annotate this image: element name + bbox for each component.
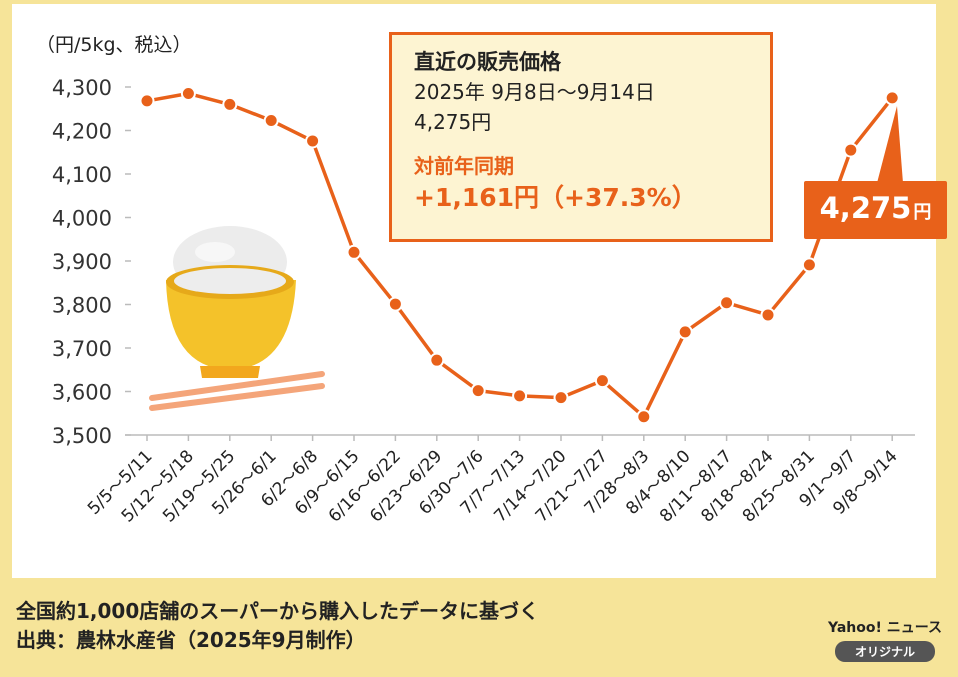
- data-point: [594, 373, 610, 389]
- y-tick-label: 3,500: [52, 424, 112, 448]
- x-axis: 5/5～5/115/12～5/185/19～5/255/26～6/16/2～6/…: [84, 434, 915, 527]
- data-point: [760, 307, 776, 323]
- data-point: [180, 86, 196, 102]
- data-point: [429, 352, 445, 368]
- callout-price: 4,275円: [414, 110, 492, 134]
- y-axis: 4,300 4,200 4,100 4,000 3,900 3,800 3,700 3,600…: [52, 76, 131, 448]
- y-tick-label: 3,900: [52, 250, 112, 274]
- latest-badge-pointer: [877, 106, 903, 183]
- rice-bowl-with-chopsticks-icon: [149, 226, 325, 411]
- line-chart: （円/5kg、税込） 4,300 4,200 4,100 4,000 3,900 3,80…: [36, 34, 915, 527]
- data-point: [636, 409, 652, 425]
- brand-logo: Yahoo! ニュース オリジナル: [826, 617, 944, 662]
- data-point: [305, 133, 321, 149]
- y-tick-label: 4,100: [52, 163, 112, 187]
- data-point: [553, 390, 569, 406]
- data-point: [801, 257, 817, 273]
- latest-price-callout: 直近の販売価格 2025年 9月8日～9月14日 4,275円 対前年同期 +1…: [389, 32, 773, 242]
- data-point: [387, 296, 403, 312]
- callout-yoy-value: +1,161円（+37.3%）: [414, 183, 697, 212]
- y-tick-label: 4,000: [52, 207, 112, 231]
- price-series: [139, 86, 900, 425]
- latest-price-badge: 4,275 円: [804, 181, 947, 239]
- callout-period: 2025年 9月8日～9月14日: [414, 80, 655, 104]
- data-point: [719, 295, 735, 311]
- callout-title: 直近の販売価格: [414, 50, 561, 74]
- yahoo-news-logo: Yahoo! ニュース: [827, 620, 943, 636]
- chart-footer: 全国約1,000店舗のスーパーから購入したデータに基づく 出典：農林水産省（20…: [16, 597, 539, 655]
- data-point: [346, 244, 362, 260]
- source-note: 出典：農林水産省（2025年9月制作）: [16, 628, 366, 652]
- latest-price-value: 4,275: [819, 191, 912, 225]
- y-tick-label: 3,600: [52, 381, 112, 405]
- data-point: [139, 93, 155, 109]
- data-point: [884, 90, 900, 106]
- original-tag: オリジナル: [834, 641, 935, 662]
- latest-price-unit: 円: [913, 202, 932, 223]
- data-point: [512, 388, 528, 404]
- y-tick-label: 4,200: [52, 120, 112, 144]
- y-axis-unit-label: （円/5kg、税込）: [36, 34, 192, 56]
- callout-yoy-label: 対前年同期: [414, 154, 514, 178]
- data-note: 全国約1,000店舗のスーパーから購入したデータに基づく: [16, 599, 540, 623]
- data-point: [843, 142, 859, 158]
- data-point: [677, 324, 693, 340]
- data-point: [470, 383, 486, 399]
- data-point: [222, 96, 238, 112]
- data-point: [263, 112, 279, 128]
- y-tick-label: 3,800: [52, 294, 112, 318]
- y-tick-label: 3,700: [52, 337, 112, 361]
- y-tick-label: 4,300: [52, 76, 112, 100]
